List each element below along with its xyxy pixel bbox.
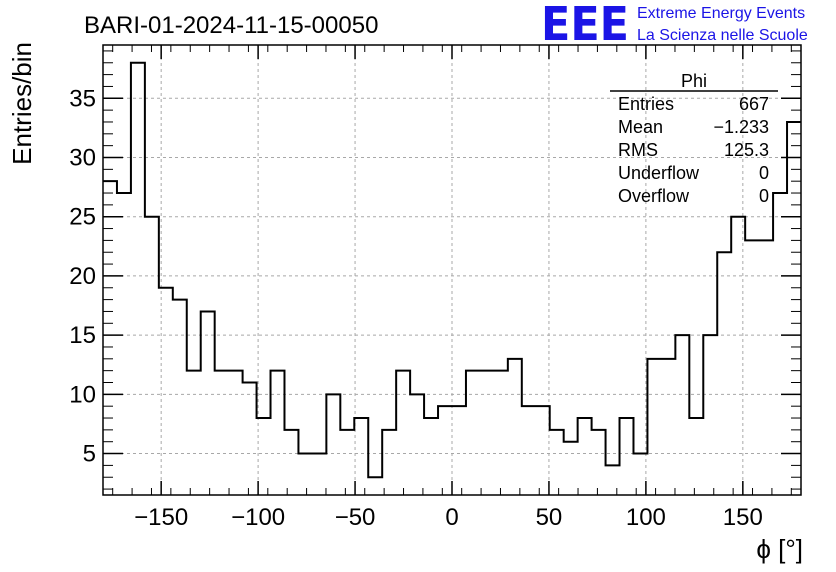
histogram-bin	[438, 406, 452, 495]
histogram-bin	[522, 406, 536, 495]
x-tick-label: 0	[445, 504, 458, 531]
histogram-bin	[717, 252, 731, 495]
histogram-bin	[243, 383, 257, 496]
y-tick-label: 20	[69, 263, 96, 290]
x-tick-label: 150	[723, 504, 763, 531]
histogram-bin	[550, 430, 564, 495]
histogram-bin	[271, 371, 285, 495]
y-tick-label: 35	[69, 85, 96, 112]
logo-line-1: Extreme Energy Events	[637, 5, 805, 22]
histogram-bin	[689, 418, 703, 495]
stats-row-value: 125.3	[724, 140, 769, 160]
histogram-bin	[787, 122, 801, 495]
histogram-bin	[131, 63, 145, 495]
histogram-bin	[340, 430, 354, 495]
histogram-step-line	[103, 61, 801, 479]
histogram-bin	[675, 335, 689, 495]
minor-ticks	[103, 45, 801, 495]
x-tick-label: 50	[536, 504, 563, 531]
y-tick-labels: 5 10 15 20 25 30 35	[69, 85, 96, 467]
eee-logo: EEE Extreme Energy Events La Scienza nel…	[541, 0, 808, 51]
histogram-bin	[773, 193, 787, 495]
y-tick-label: 30	[69, 145, 96, 172]
histogram-bin	[173, 300, 187, 495]
histogram-bin	[508, 359, 522, 495]
histogram-bin	[466, 371, 480, 495]
stats-row-value: 667	[739, 94, 769, 114]
histogram-bin	[647, 359, 661, 495]
x-tick-label: −150	[134, 504, 188, 531]
histogram-bin	[661, 359, 675, 495]
stats-title: Phi	[681, 71, 707, 91]
histogram-bin	[201, 311, 215, 495]
chart-title: BARI-01-2024-11-15-00050	[84, 12, 378, 39]
x-tick-label: −50	[335, 504, 376, 531]
histogram-bin	[326, 394, 340, 495]
major-ticks	[103, 45, 801, 495]
histogram-bin	[494, 371, 508, 495]
histogram-bin	[117, 193, 131, 495]
stats-rows: Entries 667 Mean −1.233 RMS 125.3 Underflow 0 Ov…	[618, 94, 769, 206]
histogram-bins	[103, 63, 801, 495]
histogram-bin	[731, 217, 745, 495]
stats-row-label: Mean	[618, 117, 663, 137]
histogram-bin	[633, 454, 647, 495]
stats-row-label: Entries	[618, 94, 674, 114]
histogram-bin	[759, 240, 773, 495]
histogram-bin	[396, 371, 410, 495]
stats-row-value: −1.233	[713, 117, 769, 137]
y-tick-label: 15	[69, 322, 96, 349]
histogram-bin	[312, 454, 326, 495]
histogram-bin	[745, 240, 759, 495]
histogram-bin	[592, 430, 606, 495]
stats-row-label: RMS	[618, 140, 658, 160]
histogram-bin	[424, 418, 438, 495]
histogram-bin	[257, 418, 271, 495]
stats-box: Phi Entries 667 Mean −1.233 RMS 125.3 Underflo…	[610, 71, 778, 206]
histogram-bin	[564, 442, 578, 495]
histogram-bin	[354, 418, 368, 495]
logo-mark: EEE	[541, 0, 629, 51]
histogram-bin	[410, 394, 424, 495]
y-tick-label: 10	[69, 381, 96, 408]
histogram-bin	[536, 406, 550, 495]
histogram-bin	[578, 418, 592, 495]
y-tick-label: 5	[83, 441, 96, 468]
histogram-bin	[382, 430, 396, 495]
histogram-bin	[284, 430, 298, 495]
logo-line-2: La Scienza nelle Scuole	[637, 27, 808, 44]
stats-row-value: 0	[759, 186, 769, 206]
x-tick-label: −100	[231, 504, 285, 531]
histogram-bin	[606, 465, 620, 495]
x-axis-label: ϕ [°]	[756, 534, 803, 564]
histogram-bin	[145, 217, 159, 495]
histogram-bin	[215, 371, 229, 495]
x-tick-label: 100	[626, 504, 666, 531]
stats-row-label: Underflow	[618, 163, 700, 183]
histogram-bin	[452, 406, 466, 495]
x-tick-labels: −150 −100 −50 0 50 100 150	[134, 504, 763, 531]
histogram-bin	[620, 418, 634, 495]
histogram-bin	[159, 288, 173, 495]
histogram-bin	[368, 477, 382, 495]
histogram-bin	[703, 335, 717, 495]
y-axis-label: Entries/bin	[7, 42, 37, 165]
histogram-bin	[298, 454, 312, 495]
histogram-bin	[103, 181, 117, 495]
stats-row-value: 0	[759, 163, 769, 183]
stats-row-label: Overflow	[618, 186, 690, 206]
histogram-bin	[229, 371, 243, 495]
y-tick-label: 25	[69, 204, 96, 231]
histogram-bin	[480, 371, 494, 495]
grid-lines	[103, 45, 801, 495]
histogram-bin	[187, 371, 201, 495]
